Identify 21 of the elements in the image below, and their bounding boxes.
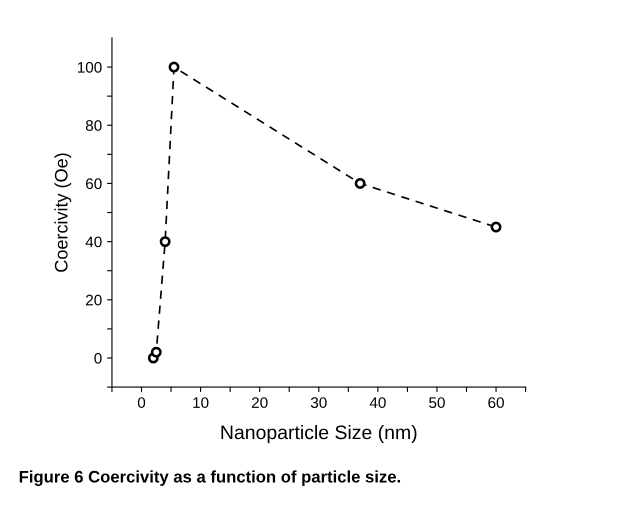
x-tick-label: 30: [310, 397, 327, 408]
point: [150, 346, 162, 358]
y-tick-label: 60: [86, 178, 102, 190]
y-tick-label: 20: [86, 294, 102, 306]
point: [354, 178, 366, 189]
x-tick-label: 10: [193, 397, 208, 408]
x-tick-label: 40: [370, 397, 386, 408]
x-tick-label: 0: [138, 397, 146, 408]
point: [490, 222, 502, 232]
point: [168, 62, 180, 72]
y-tick-label: 100: [78, 62, 102, 73]
y-tick-label: 80: [86, 120, 102, 131]
point: [160, 236, 171, 248]
x-tick-label: 20: [252, 397, 268, 408]
x-axis-title: Nanoparticle Size (nm): [221, 424, 416, 444]
x-tick-label: 50: [429, 397, 445, 408]
caption: Figure 6 Coercivity as a function of particle size.: [20, 470, 400, 486]
y-axis-title: Coercivity (Oe): [54, 153, 72, 272]
y-tick-label: 40: [86, 236, 102, 248]
y-tick-label: 0: [94, 352, 102, 364]
x-tick-label: 60: [488, 397, 504, 408]
